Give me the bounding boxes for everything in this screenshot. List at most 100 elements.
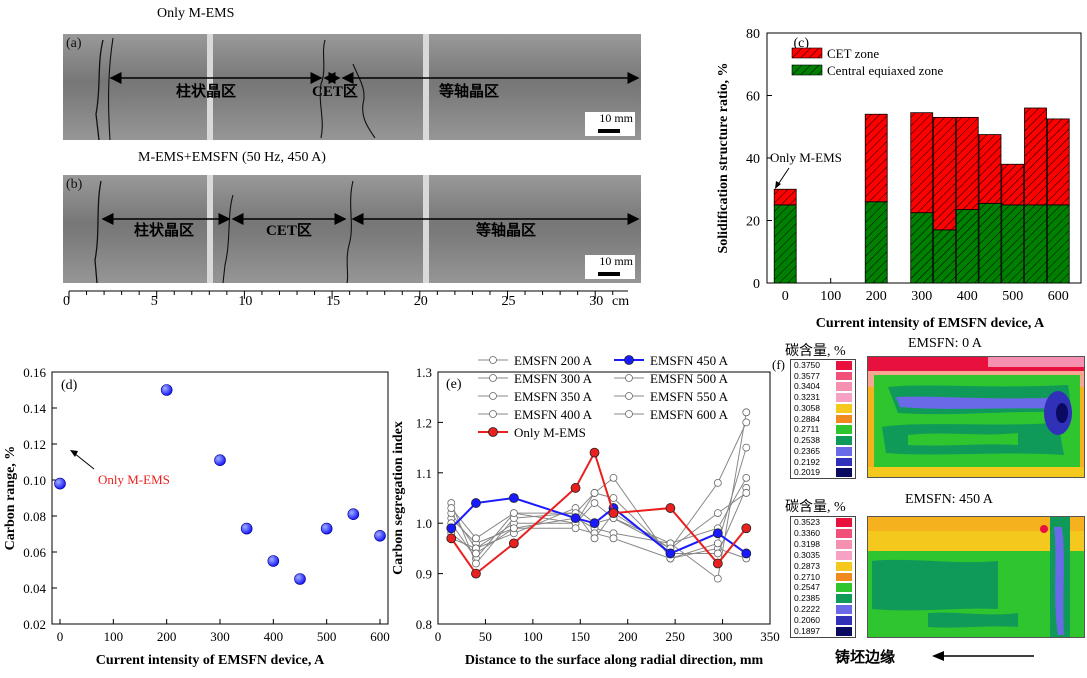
colorscale-row: 0.2547 <box>791 582 855 593</box>
chart-d-frame <box>51 371 389 625</box>
chart-c-bar-central <box>955 209 979 284</box>
chart-d-point <box>214 454 226 466</box>
colorscale-swatch <box>836 605 852 615</box>
chart-c-bar-central <box>1001 204 1025 284</box>
chart-c-legend-label: Central equiaxed zone <box>827 63 943 78</box>
chart-e-point <box>590 499 599 507</box>
chart-d-ytick-label: 0.10 <box>23 473 46 488</box>
chart-e-point <box>742 473 751 482</box>
colorscale-row: 0.2385 <box>791 593 855 604</box>
chart-c-legend-swatch <box>791 64 823 76</box>
chart-e-point <box>742 408 751 417</box>
panel-a-region-equiaxed: 等轴晶区 <box>439 84 500 100</box>
map-top-title: EMSFN: 0 A <box>908 336 982 351</box>
chart-d-point <box>267 555 280 567</box>
colorscale-swatch <box>836 414 852 424</box>
colorscale-swatch <box>836 361 852 370</box>
colorscale-swatch <box>836 403 852 413</box>
chart-e-legend-marker <box>489 392 497 400</box>
chart-c-legend-swatch <box>791 47 823 59</box>
ruler-label: 15 <box>326 294 341 309</box>
colorscale-value: 0.2547 <box>794 582 820 593</box>
colorscale-value: 0.2884 <box>794 413 820 424</box>
panel-a-macrograph: (a) 10 mm <box>63 34 641 140</box>
chart-e-legend-marker <box>625 374 633 382</box>
chart-d-xtick-label: 300 <box>210 629 230 644</box>
chart-d-xtick-label: 400 <box>264 629 284 644</box>
chart-c-ytick-label: 60 <box>746 90 760 105</box>
colorscale-value: 0.3231 <box>794 392 820 403</box>
chart-e-xtick-label: 50 <box>479 629 492 644</box>
chart-d-xtick-label: 500 <box>317 629 337 644</box>
chart-c-bar-cet <box>955 116 979 210</box>
chart-d-panel-tag: (d) <box>61 378 78 393</box>
chart-e-series-line <box>451 477 747 549</box>
chart-e-point <box>508 493 519 503</box>
chart-e-lines: 0.8 0.9 1.0 1.1 1.2 1.3 0 50 100 150 200 250 300 350 (… <box>391 353 780 668</box>
colorscale-row: 0.3577 <box>791 371 855 382</box>
chart-c-bar-central <box>1046 204 1070 284</box>
colorscale-swatch <box>836 518 852 527</box>
colorscale-row: 0.3231 <box>791 392 855 403</box>
chart-c-stacked-bars: 0 20 40 60 80 0 100 200 300 400 500 600 (c) CET zone C… <box>716 27 1082 330</box>
chart-e-legend-label: Only M-EMS <box>514 425 586 440</box>
colorscale-value: 0.2192 <box>794 456 820 467</box>
chart-c-bar-central <box>910 212 934 284</box>
colorscale-value: 0.3058 <box>794 402 820 413</box>
colorscale-row: 0.2365 <box>791 446 855 457</box>
chart-e-point <box>570 513 581 524</box>
chart-e-xtick-label: 0 <box>435 629 442 644</box>
colorscale-value: 0.3404 <box>794 381 820 392</box>
chart-e-point <box>589 447 600 458</box>
colorscale-value: 0.3523 <box>794 517 820 527</box>
colorscale-swatch <box>836 616 852 626</box>
chart-e-point <box>713 574 722 583</box>
chart-c-ytick-label: 40 <box>746 152 760 167</box>
chart-c-arrowhead-icon <box>775 181 781 189</box>
chart-e-ytick-label: 1.2 <box>416 415 432 430</box>
chart-d-xtick-label: 200 <box>157 629 177 644</box>
chart-e-xtick-label: 100 <box>523 629 543 644</box>
colorscale-row: 0.3035 <box>791 550 855 561</box>
chart-e-legend-label: EMSFN 550 A <box>650 389 729 404</box>
length-ruler <box>68 290 628 299</box>
colorscale-value: 0.2222 <box>794 604 820 615</box>
colorscale-value: 0.2060 <box>794 615 820 626</box>
panel-b-tag: (b) <box>66 177 83 192</box>
colorscale-value: 0.2710 <box>794 571 820 582</box>
chart-d-point <box>347 508 360 520</box>
colorscale-swatch <box>836 393 852 402</box>
colorscale-value: 0.3035 <box>794 549 820 560</box>
chart-e-point <box>712 528 723 539</box>
casting-edge-label: 铸坯边缘 <box>835 650 896 666</box>
colorscale-row: 0.2538 <box>791 435 855 446</box>
ruler-label: 30 <box>589 294 604 309</box>
chart-e-point <box>471 498 481 508</box>
chart-e-xtick-label: 200 <box>618 629 638 644</box>
map-bottom-label: 碳含量, % <box>785 500 846 515</box>
chart-e-point <box>472 534 480 543</box>
chart-c-bar-cet <box>773 188 797 206</box>
chart-e-ytick-label: 0.9 <box>416 567 432 582</box>
colorscale-swatch <box>836 528 852 538</box>
chart-c-bar-cet <box>1024 107 1047 206</box>
colorscale-value: 0.2538 <box>794 435 820 446</box>
chart-e-point <box>471 568 481 579</box>
chart-e-point <box>609 494 618 502</box>
ruler-label: 25 <box>501 294 516 309</box>
chart-e-point <box>472 549 480 558</box>
chart-d-arrowhead-icon <box>70 450 78 457</box>
colorscale-row: 0.3404 <box>791 381 855 392</box>
chart-e-xlabel: Distance to the surface along radial dir… <box>465 653 764 668</box>
ruler-label: 10 <box>238 294 253 309</box>
chart-d-point <box>240 522 253 535</box>
chart-c-bar-cet <box>1046 118 1070 206</box>
panel-a-tag: (a) <box>66 36 82 51</box>
chart-c-ytick-label: 0 <box>753 277 760 292</box>
chart-c-bar-cet <box>1001 163 1025 206</box>
chart-e-point <box>742 443 751 452</box>
colorscale-swatch <box>836 539 852 549</box>
colorscale-value: 0.3198 <box>794 538 820 549</box>
chart-c-ytick-label: 80 <box>746 27 760 42</box>
chart-c-xtick-label: 500 <box>1002 289 1023 304</box>
